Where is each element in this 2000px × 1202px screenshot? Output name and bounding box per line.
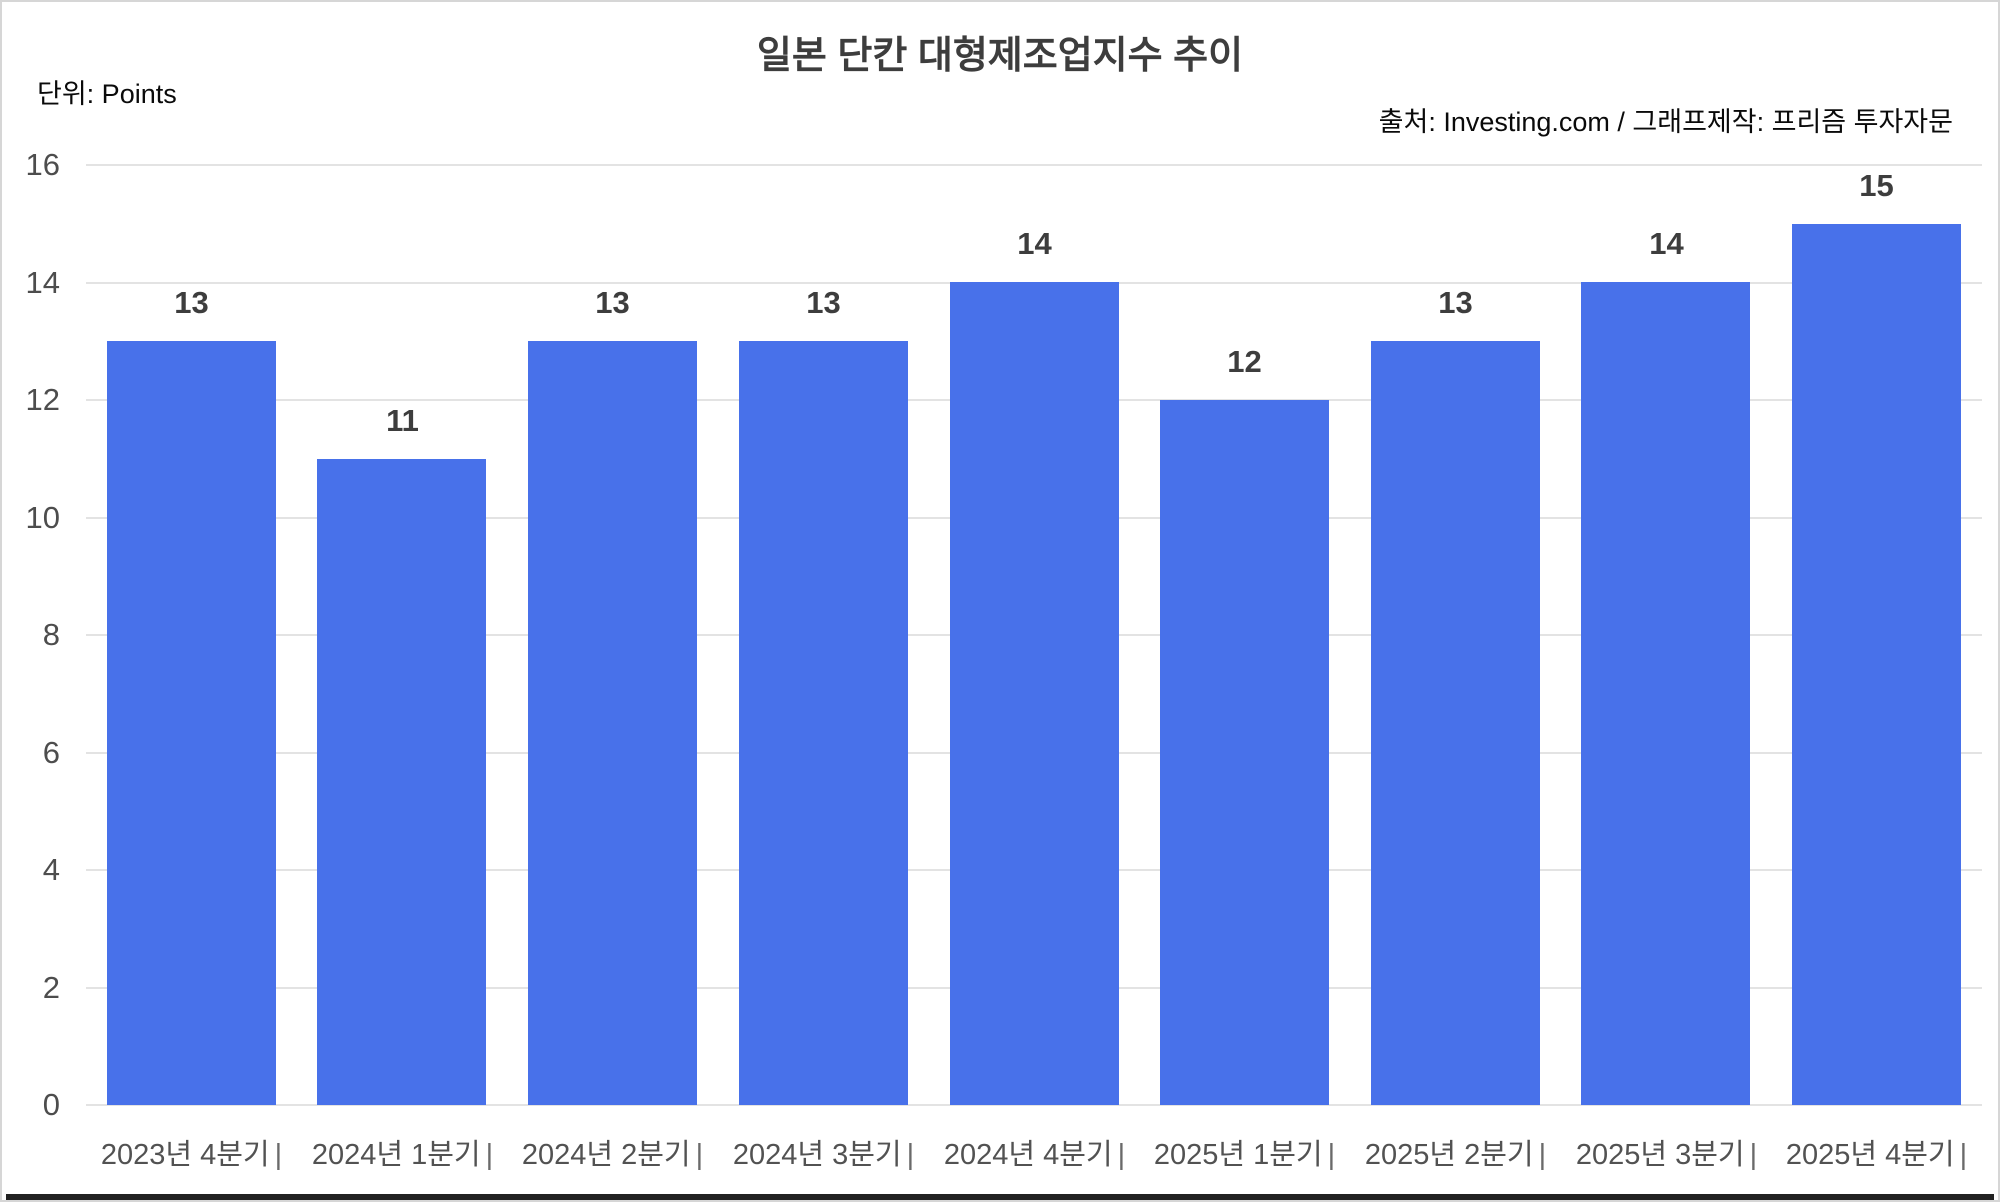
- x-axis-tick-text: 2024년 3분기: [732, 1139, 902, 1171]
- x-axis-separator: |: [1749, 1139, 1758, 1171]
- bar-value-label: 14: [1017, 226, 1052, 261]
- x-axis-tick-label: 2023년 4분기 |: [86, 1134, 297, 1176]
- y-axis-tick-label: 2: [42, 969, 60, 1005]
- bar: [317, 459, 486, 1105]
- bar: [950, 282, 1119, 1105]
- bar: [1581, 282, 1750, 1105]
- x-axis-tick-text: 2025년 3분기: [1575, 1139, 1745, 1171]
- bottom-edge-shadow: [6, 1194, 1994, 1200]
- x-axis-tick-label: 2024년 3분기 |: [718, 1134, 929, 1176]
- x-axis-tick-label: 2024년 1분기 |: [297, 1134, 508, 1176]
- bar-value-label: 15: [1859, 168, 1894, 203]
- source-label: 출처: Investing.com / 그래프제작: 프리즘 투자자문: [1378, 107, 1953, 137]
- x-axis-tick-text: 2024년 2분기: [521, 1139, 691, 1171]
- bar-value-label: 13: [1438, 285, 1473, 320]
- bar-value-label: 12: [1227, 344, 1262, 379]
- gridline: [86, 1104, 1982, 1106]
- bar-value-label: 13: [174, 285, 209, 320]
- x-axis-separator: |: [485, 1139, 494, 1171]
- x-axis-separator: |: [1959, 1139, 1968, 1171]
- x-axis-tick-label: 2024년 2분기 |: [507, 1134, 718, 1176]
- bar: [1371, 341, 1540, 1105]
- x-axis-separator: |: [1538, 1139, 1547, 1171]
- x-axis-tick-text: 2024년 1분기: [311, 1139, 481, 1171]
- x-axis-tick-label: 2024년 4분기 |: [929, 1134, 1140, 1176]
- bar: [107, 341, 276, 1105]
- x-axis-separator: |: [274, 1139, 283, 1171]
- bar: [1160, 400, 1329, 1105]
- x-axis-separator: |: [1327, 1139, 1336, 1171]
- bar: [528, 341, 697, 1105]
- y-axis-tick-label: 4: [42, 852, 60, 887]
- x-axis-tick-text: 2023년 4분기: [100, 1139, 270, 1171]
- x-axis-tick-text: 2025년 4분기: [1785, 1139, 1955, 1171]
- y-axis-tick-label: 12: [25, 382, 60, 417]
- x-axis-tick-text: 2025년 1분기: [1153, 1139, 1323, 1171]
- y-axis-tick-label: 0: [42, 1087, 60, 1122]
- gridline: [86, 164, 1982, 166]
- x-axis-tick-label: 2025년 3분기 |: [1561, 1134, 1772, 1176]
- y-axis-tick-label: 10: [25, 499, 60, 535]
- x-axis-tick-label: 2025년 1분기 |: [1139, 1134, 1350, 1176]
- y-axis-tick-label: 6: [42, 734, 60, 770]
- bar: [739, 341, 908, 1105]
- x-axis-separator: |: [1117, 1139, 1126, 1171]
- bar-value-label: 11: [386, 403, 419, 438]
- bar-value-label: 14: [1649, 226, 1684, 261]
- y-axis-tick-label: 16: [25, 147, 60, 182]
- x-axis-tick-label: 2025년 4분기 |: [1771, 1134, 1982, 1176]
- unit-label: 단위: Points: [37, 79, 177, 109]
- chart-title: 일본 단칸 대형제조업지수 추이: [756, 35, 1244, 77]
- bar-value-label: 13: [595, 285, 630, 320]
- x-axis-separator: |: [695, 1139, 704, 1171]
- x-axis-tick-text: 2025년 2분기: [1364, 1139, 1534, 1171]
- y-axis-tick-label: 8: [42, 617, 60, 652]
- bar-value-label: 13: [806, 285, 841, 320]
- x-axis-separator: |: [906, 1139, 915, 1171]
- y-axis-tick-label: 14: [25, 264, 60, 300]
- x-axis-tick-label: 2025년 2분기 |: [1350, 1134, 1561, 1176]
- x-axis-tick-text: 2024년 4분기: [943, 1139, 1113, 1171]
- bar: [1792, 224, 1961, 1105]
